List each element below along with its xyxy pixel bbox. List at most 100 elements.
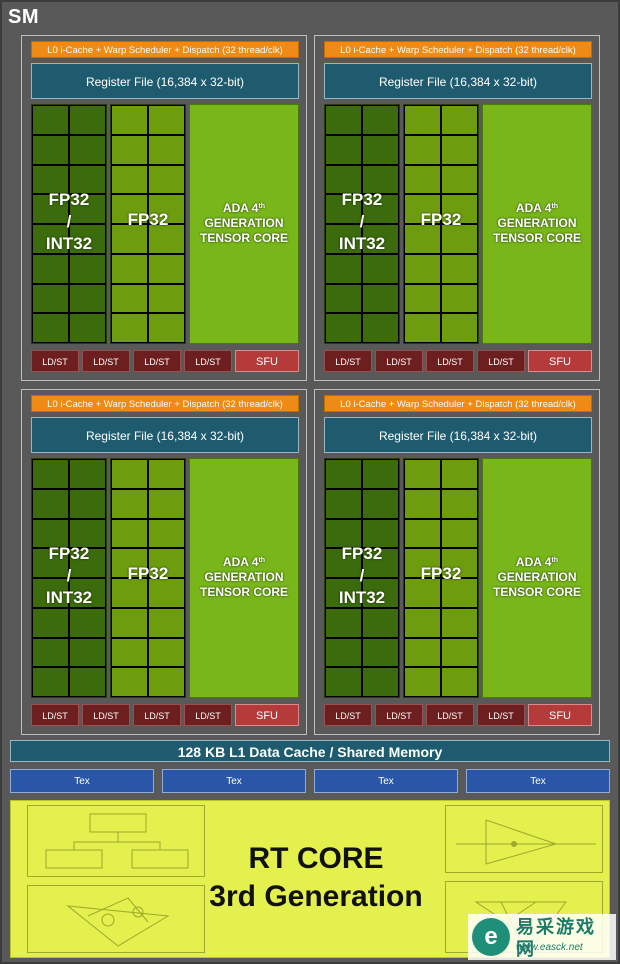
fp32-int32-label: FP32 / INT32 bbox=[32, 189, 106, 255]
cuda-core-cell bbox=[362, 224, 399, 254]
opacity-micromap-icon bbox=[66, 897, 170, 947]
tensor-core-label-line3: TENSOR CORE bbox=[492, 231, 581, 245]
cuda-core-cell bbox=[32, 313, 69, 343]
cuda-core-cell bbox=[404, 667, 441, 697]
rt-opacity-box bbox=[27, 885, 205, 953]
fp32-label: FP32 bbox=[420, 564, 462, 583]
cuda-core-cell bbox=[111, 548, 148, 578]
cuda-core-cell bbox=[404, 105, 441, 135]
fp32-int32-label-line2: / bbox=[66, 566, 72, 585]
cuda-core-cell bbox=[362, 283, 399, 314]
cuda-core-cell bbox=[325, 134, 362, 165]
cuda-core-cell bbox=[148, 313, 185, 343]
cuda-core-cell bbox=[69, 607, 106, 638]
cuda-core-cell bbox=[148, 134, 185, 165]
ldst-unit: LD/ST bbox=[133, 350, 181, 372]
sfu-unit: SFU bbox=[235, 350, 299, 372]
cuda-core-cell bbox=[111, 224, 148, 254]
cuda-core-cell bbox=[325, 518, 362, 549]
tensor-core-label-line2: GENERATION bbox=[497, 216, 577, 230]
cuda-core-cell bbox=[441, 105, 478, 135]
cuda-core-cell bbox=[69, 105, 106, 135]
cuda-core-cell bbox=[362, 578, 399, 608]
ldst-unit: LD/ST bbox=[426, 704, 474, 726]
l0-icache-warp-scheduler: L0 i-Cache + Warp Scheduler + Dispatch (… bbox=[324, 41, 592, 58]
fp32-unit: FP32 bbox=[110, 458, 186, 698]
fp32-int32-core-grid bbox=[325, 459, 399, 697]
cuda-core-cell bbox=[32, 194, 69, 224]
rt-core-generation: 3rd Generation bbox=[209, 880, 423, 913]
ldst-unit: LD/ST bbox=[184, 350, 232, 372]
cuda-core-cell bbox=[404, 283, 441, 314]
tensor-core-label-line1: ADA 4th bbox=[190, 555, 298, 570]
cuda-core-cell bbox=[325, 224, 362, 254]
ldst-unit: LD/ST bbox=[477, 350, 525, 372]
ldst-unit: LD/ST bbox=[375, 350, 423, 372]
bvh-tree-icon bbox=[45, 813, 189, 869]
cuda-core-cell bbox=[111, 253, 148, 284]
cuda-core-cell bbox=[69, 518, 106, 549]
cuda-core-cell bbox=[404, 313, 441, 343]
cuda-core-cell bbox=[148, 283, 185, 314]
fp32-int32-unit: FP32 / INT32 bbox=[324, 458, 400, 698]
cuda-core-cell bbox=[111, 313, 148, 343]
cuda-core-cell bbox=[362, 637, 399, 668]
cuda-core-cell bbox=[404, 253, 441, 284]
sm-label: SM bbox=[8, 6, 39, 28]
cuda-core-cell bbox=[325, 607, 362, 638]
tensor-core-label-ada: ADA 4 bbox=[222, 201, 259, 215]
fp32-int32-label-line3: INT32 bbox=[338, 234, 386, 253]
ldst-unit: LD/ST bbox=[324, 704, 372, 726]
cuda-core-cell bbox=[404, 488, 441, 519]
cuda-core-cell bbox=[111, 105, 148, 135]
cuda-core-cell bbox=[441, 459, 478, 489]
fp32-int32-label-line2: / bbox=[66, 212, 72, 231]
fp32-int32-label-line1: FP32 bbox=[341, 544, 383, 563]
tensor-core-label-sup: th bbox=[551, 557, 559, 564]
fp32-int32-label-line2: / bbox=[359, 212, 365, 231]
tensor-core: ADA 4th GENERATION TENSOR CORE bbox=[189, 458, 299, 698]
cuda-core-cell bbox=[32, 667, 69, 697]
l1-data-cache-shared-memory: 128 KB L1 Data Cache / Shared Memory bbox=[10, 740, 610, 762]
ldst-unit: LD/ST bbox=[324, 350, 372, 372]
fp32-int32-label-line1: FP32 bbox=[48, 544, 90, 563]
cuda-core-cell bbox=[362, 488, 399, 519]
cuda-core-cell bbox=[362, 194, 399, 224]
cuda-core-cell bbox=[441, 548, 478, 578]
cuda-core-cell bbox=[441, 134, 478, 165]
fp32-int32-label: FP32 / INT32 bbox=[325, 189, 399, 255]
cuda-core-cell bbox=[32, 548, 69, 578]
cuda-core-cell bbox=[325, 105, 362, 135]
tensor-core-label-sup: th bbox=[551, 203, 559, 210]
tex-unit: Tex bbox=[314, 769, 458, 793]
cuda-core-cell bbox=[111, 518, 148, 549]
cuda-core-cell bbox=[325, 578, 362, 608]
cuda-core-cell bbox=[325, 667, 362, 697]
cuda-core-cell bbox=[362, 548, 399, 578]
cuda-core-cell bbox=[32, 253, 69, 284]
cuda-core-cell bbox=[111, 194, 148, 224]
cuda-core-cell bbox=[69, 637, 106, 668]
cuda-core-cell bbox=[69, 459, 106, 489]
ldst-unit: LD/ST bbox=[133, 704, 181, 726]
cuda-core-cell bbox=[148, 637, 185, 668]
cuda-core-cell bbox=[148, 667, 185, 697]
cuda-core-cell bbox=[404, 459, 441, 489]
fp32-core-grid bbox=[404, 459, 478, 697]
tensor-core-label-sup: th bbox=[258, 203, 266, 210]
cuda-core-cell bbox=[362, 253, 399, 284]
rt-triangle-box bbox=[445, 805, 603, 873]
register-file: Register File (16,384 x 32-bit) bbox=[324, 63, 592, 99]
fp32-label: FP32 bbox=[420, 210, 462, 229]
cuda-core-cell bbox=[441, 194, 478, 224]
cuda-core-cell bbox=[441, 518, 478, 549]
fp32-core-grid bbox=[404, 105, 478, 343]
sm-partition-3: L0 i-Cache + Warp Scheduler + Dispatch (… bbox=[21, 389, 307, 735]
tensor-core-label-ada: ADA 4 bbox=[222, 555, 259, 569]
cuda-core-cell bbox=[441, 313, 478, 343]
ldst-unit: LD/ST bbox=[426, 350, 474, 372]
sm-partition-4: L0 i-Cache + Warp Scheduler + Dispatch (… bbox=[314, 389, 600, 735]
cuda-core-cell bbox=[69, 313, 106, 343]
cuda-core-cell bbox=[148, 194, 185, 224]
cuda-core-cell bbox=[325, 164, 362, 195]
